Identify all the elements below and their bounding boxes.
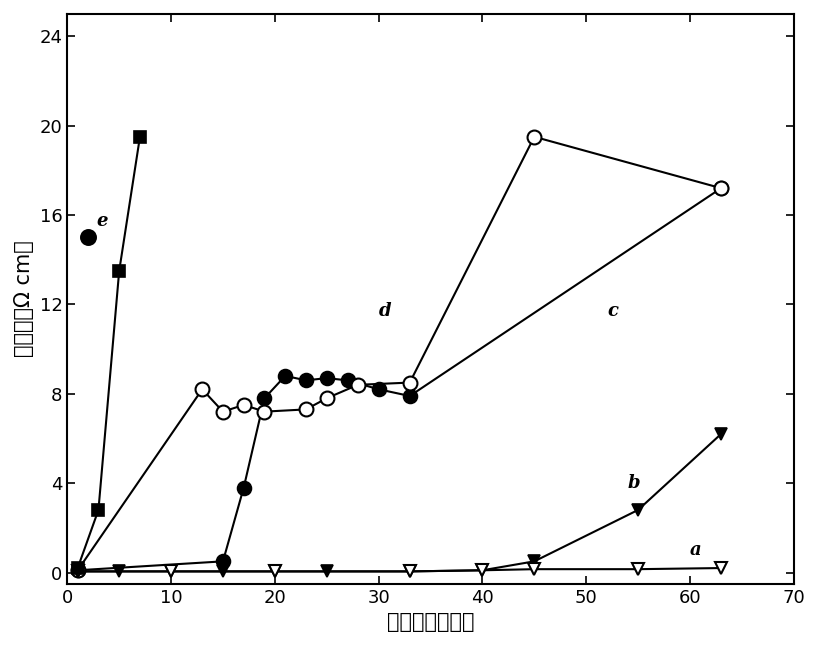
Text: d: d <box>378 302 391 320</box>
Text: b: b <box>627 474 640 492</box>
Text: c: c <box>607 302 618 320</box>
Text: e: e <box>97 212 108 230</box>
Text: a: a <box>690 541 702 559</box>
X-axis label: 退火时间（分）: 退火时间（分） <box>387 612 474 632</box>
Y-axis label: 电阱率（Ω cm）: 电阱率（Ω cm） <box>14 240 34 357</box>
